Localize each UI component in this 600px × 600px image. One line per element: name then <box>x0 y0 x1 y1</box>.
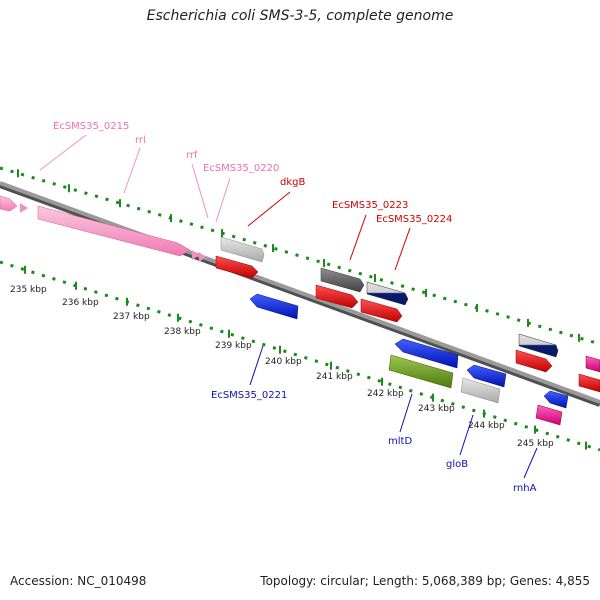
label-EcSMS35_0215[interactable]: EcSMS35_0215 <box>53 121 129 132</box>
feature-gene-arrow[interactable] <box>360 298 403 323</box>
callout-line <box>39 134 87 171</box>
callout-line <box>249 345 264 386</box>
feature-rnhA-arrow[interactable] <box>535 404 563 426</box>
callout-line <box>459 414 474 456</box>
callout-line <box>247 191 291 227</box>
length-value: 5,068,389 bp <box>421 574 502 588</box>
label-rnhA[interactable]: rnhA <box>513 483 537 494</box>
reverse-genes[interactable] <box>249 293 569 426</box>
feature-gene-arrow[interactable] <box>518 333 559 358</box>
feature-EcSMS35_0220-arrow[interactable] <box>220 236 265 263</box>
label-EcSMS35_0223[interactable]: EcSMS35_0223 <box>332 200 408 211</box>
tick-label: 238 kbp <box>164 327 201 337</box>
feature-EcSMS35_0223-arrow[interactable] <box>320 267 365 293</box>
rrna-features[interactable] <box>0 195 206 262</box>
genes-value: 4,855 <box>555 574 590 588</box>
feature-rrf-arrow[interactable] <box>192 250 199 260</box>
label-gloB[interactable]: gloB <box>446 459 468 470</box>
callout-line <box>215 177 231 223</box>
callout-lines <box>39 134 538 479</box>
genome-title: Escherichia coli SMS-3-5, complete genom… <box>146 8 454 24</box>
callout-line <box>123 147 141 194</box>
callout-line <box>191 163 209 219</box>
tick-label: 241 kbp <box>316 372 353 382</box>
feature-gene-arrow[interactable] <box>515 349 553 373</box>
tick-label: 245 kbp <box>517 439 554 449</box>
callout-line <box>394 227 411 271</box>
upper-scale-track <box>0 166 600 346</box>
label-rrl[interactable]: rrl <box>135 135 146 146</box>
tick-label: 237 kbp <box>113 312 150 322</box>
feature-gloB-arrow[interactable] <box>460 377 501 404</box>
forward-genes[interactable] <box>215 236 600 393</box>
genes-label: Genes: <box>509 574 552 588</box>
tick-labels: 235 kbp 236 kbp 237 kbp 238 kbp 239 kbp … <box>10 285 554 449</box>
accession-label: Accession: <box>10 574 74 588</box>
feature-EcSMS35_0224-arrow[interactable] <box>366 281 409 306</box>
label-EcSMS35_0220[interactable]: EcSMS35_0220 <box>203 163 279 174</box>
feature-rrf-arrow[interactable] <box>199 252 206 262</box>
tick-label: 243 kbp <box>418 404 455 414</box>
lower-scale-track <box>0 260 600 452</box>
label-rrf[interactable]: rrf <box>186 150 198 161</box>
accession-info: Accession: NC_010498 <box>10 574 146 588</box>
feature-labels: EcSMS35_0215 rrl rrf EcSMS35_0220 dkgB E… <box>53 121 537 494</box>
feature-mltD-arrow[interactable] <box>394 338 459 369</box>
feature-gene-arrow[interactable] <box>388 354 454 389</box>
tick-label: 240 kbp <box>265 357 302 367</box>
tick-label: 244 kbp <box>468 421 505 431</box>
callout-line <box>399 393 413 433</box>
callout-line <box>523 447 538 479</box>
tick-label: 235 kbp <box>10 285 47 295</box>
genome-stats: Topology: circular; Length: 5,068,389 bp… <box>260 574 590 588</box>
accession-value: NC_010498 <box>77 574 147 588</box>
feature-gene-arrow[interactable] <box>315 284 359 309</box>
tick-label: 242 kbp <box>367 389 404 399</box>
feature-gene-arrow[interactable] <box>543 390 569 409</box>
label-dkgB[interactable]: dkgB <box>280 177 305 188</box>
feature-EcSMS35_0215-arrow[interactable] <box>0 195 18 212</box>
feature-gene-arrow[interactable] <box>466 364 507 388</box>
feature-dkgB-arrow[interactable] <box>215 255 259 279</box>
tick-layer <box>17 169 587 450</box>
label-EcSMS35_0224[interactable]: EcSMS35_0224 <box>376 214 452 225</box>
feature-rrl-arrow[interactable] <box>37 205 191 257</box>
feature-gene-arrow[interactable] <box>578 373 600 393</box>
topology-label: Topology: <box>260 574 317 588</box>
feature-gene-arrow[interactable] <box>585 355 600 373</box>
callout-line <box>349 214 367 261</box>
label-mltD[interactable]: mltD <box>388 436 412 447</box>
tick-label: 239 kbp <box>215 341 252 351</box>
backbone <box>0 181 600 404</box>
topology-value: circular <box>320 574 365 588</box>
tick-label: 236 kbp <box>62 298 99 308</box>
length-label: Length: <box>372 574 419 588</box>
label-EcSMS35_0221[interactable]: EcSMS35_0221 <box>211 390 287 401</box>
feature-rrf-arrow[interactable] <box>20 203 28 213</box>
feature-EcSMS35_0221-arrow[interactable] <box>249 293 299 320</box>
